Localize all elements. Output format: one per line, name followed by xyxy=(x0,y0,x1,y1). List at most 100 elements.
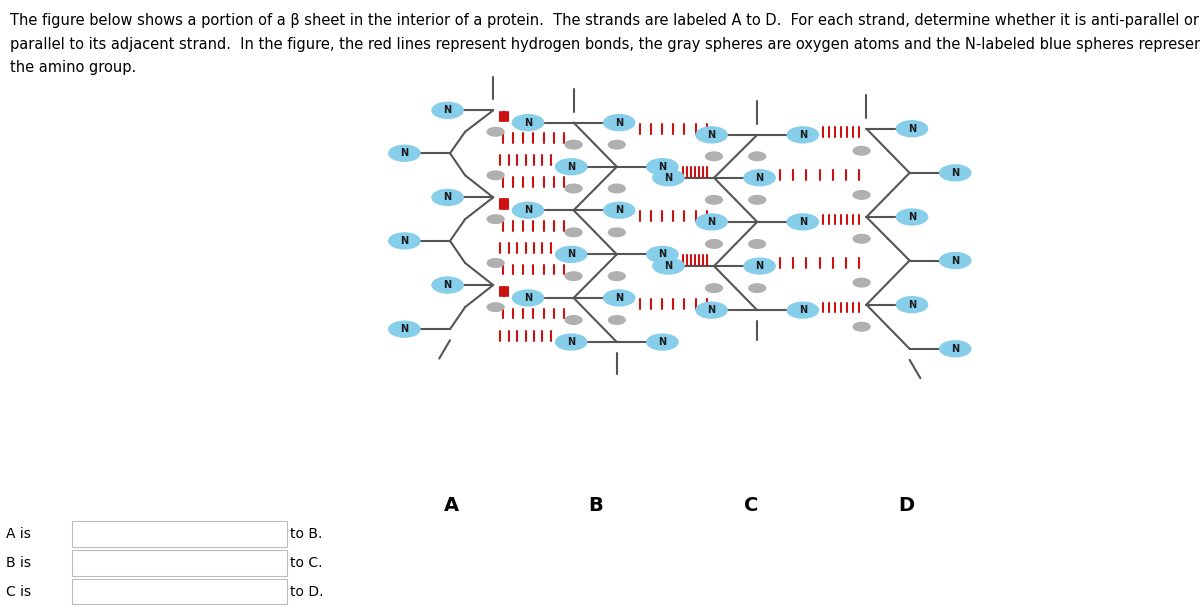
Text: N: N xyxy=(756,261,763,271)
Circle shape xyxy=(556,334,587,350)
Text: to B.: to B. xyxy=(290,527,323,541)
Text: N: N xyxy=(756,173,763,183)
Text: N: N xyxy=(952,168,959,178)
Circle shape xyxy=(556,246,587,262)
Text: N: N xyxy=(524,118,532,128)
Text: the amino group.: the amino group. xyxy=(10,60,136,75)
Text: N: N xyxy=(568,162,575,172)
Circle shape xyxy=(853,322,870,331)
Circle shape xyxy=(706,240,722,248)
Circle shape xyxy=(940,253,971,268)
Text: N: N xyxy=(568,249,575,259)
Circle shape xyxy=(432,102,463,118)
Text: [ Select ]: [ Select ] xyxy=(86,527,149,541)
Text: A is: A is xyxy=(6,527,31,541)
Circle shape xyxy=(608,140,625,149)
Circle shape xyxy=(896,121,928,137)
Text: N: N xyxy=(708,130,715,140)
Text: N: N xyxy=(616,205,623,215)
Circle shape xyxy=(608,184,625,192)
Text: B: B xyxy=(588,497,602,515)
Circle shape xyxy=(696,214,727,230)
Text: N: N xyxy=(616,118,623,128)
Text: N: N xyxy=(659,337,666,347)
Text: N: N xyxy=(908,212,916,222)
Text: N: N xyxy=(659,249,666,259)
Text: N: N xyxy=(708,217,715,227)
Circle shape xyxy=(604,202,635,218)
Text: to C.: to C. xyxy=(290,556,323,569)
Circle shape xyxy=(389,145,420,161)
Circle shape xyxy=(653,258,684,274)
Circle shape xyxy=(512,202,544,218)
Text: N: N xyxy=(444,192,451,202)
Circle shape xyxy=(389,321,420,337)
Circle shape xyxy=(853,234,870,243)
Text: N: N xyxy=(444,280,451,290)
Text: N: N xyxy=(908,124,916,134)
Text: N: N xyxy=(616,293,623,303)
Circle shape xyxy=(432,277,463,293)
Text: N: N xyxy=(401,148,408,158)
Circle shape xyxy=(604,115,635,131)
Circle shape xyxy=(604,290,635,306)
FancyBboxPatch shape xyxy=(72,521,287,547)
Text: N: N xyxy=(908,300,916,310)
Circle shape xyxy=(744,258,775,274)
Circle shape xyxy=(556,159,587,175)
Text: N: N xyxy=(401,236,408,246)
Text: parallel to its adjacent strand.  In the figure, the red lines represent hydroge: parallel to its adjacent strand. In the … xyxy=(10,37,1200,51)
Circle shape xyxy=(512,115,544,131)
Text: N: N xyxy=(708,305,715,315)
FancyBboxPatch shape xyxy=(72,550,287,576)
Circle shape xyxy=(744,170,775,186)
Circle shape xyxy=(487,303,504,311)
Text: The figure below shows a portion of a β sheet in the interior of a protein.  The: The figure below shows a portion of a β … xyxy=(10,13,1199,28)
Circle shape xyxy=(565,140,582,149)
Circle shape xyxy=(608,272,625,280)
Text: B is: B is xyxy=(6,556,31,569)
Circle shape xyxy=(749,240,766,248)
Text: N: N xyxy=(952,256,959,265)
Circle shape xyxy=(647,334,678,350)
Text: [ Select ]: [ Select ] xyxy=(86,585,149,598)
Text: N: N xyxy=(444,105,451,115)
Text: N: N xyxy=(952,344,959,354)
Circle shape xyxy=(787,214,818,230)
Text: N: N xyxy=(524,293,532,303)
Circle shape xyxy=(389,233,420,249)
Text: to D.: to D. xyxy=(290,585,324,598)
Text: C is: C is xyxy=(6,585,31,598)
Circle shape xyxy=(749,196,766,204)
Circle shape xyxy=(706,284,722,292)
Text: N: N xyxy=(799,305,806,315)
Circle shape xyxy=(940,165,971,181)
Text: N: N xyxy=(568,337,575,347)
Circle shape xyxy=(696,302,727,318)
Circle shape xyxy=(749,284,766,292)
Circle shape xyxy=(787,302,818,318)
Circle shape xyxy=(647,246,678,262)
Circle shape xyxy=(487,215,504,223)
Circle shape xyxy=(487,171,504,180)
Circle shape xyxy=(853,147,870,155)
Text: C: C xyxy=(744,497,758,515)
Text: N: N xyxy=(799,130,806,140)
Circle shape xyxy=(565,316,582,324)
Circle shape xyxy=(653,170,684,186)
Text: ⌄: ⌄ xyxy=(262,556,272,569)
Circle shape xyxy=(706,196,722,204)
Circle shape xyxy=(696,127,727,143)
Circle shape xyxy=(787,127,818,143)
Circle shape xyxy=(706,152,722,161)
Circle shape xyxy=(608,228,625,237)
Circle shape xyxy=(853,191,870,199)
Text: [ Select ]: [ Select ] xyxy=(86,556,149,569)
Text: N: N xyxy=(665,261,672,271)
Text: N: N xyxy=(659,162,666,172)
Text: N: N xyxy=(799,217,806,227)
Circle shape xyxy=(940,341,971,357)
Text: ⌄: ⌄ xyxy=(262,585,272,598)
Circle shape xyxy=(565,272,582,280)
Circle shape xyxy=(608,316,625,324)
